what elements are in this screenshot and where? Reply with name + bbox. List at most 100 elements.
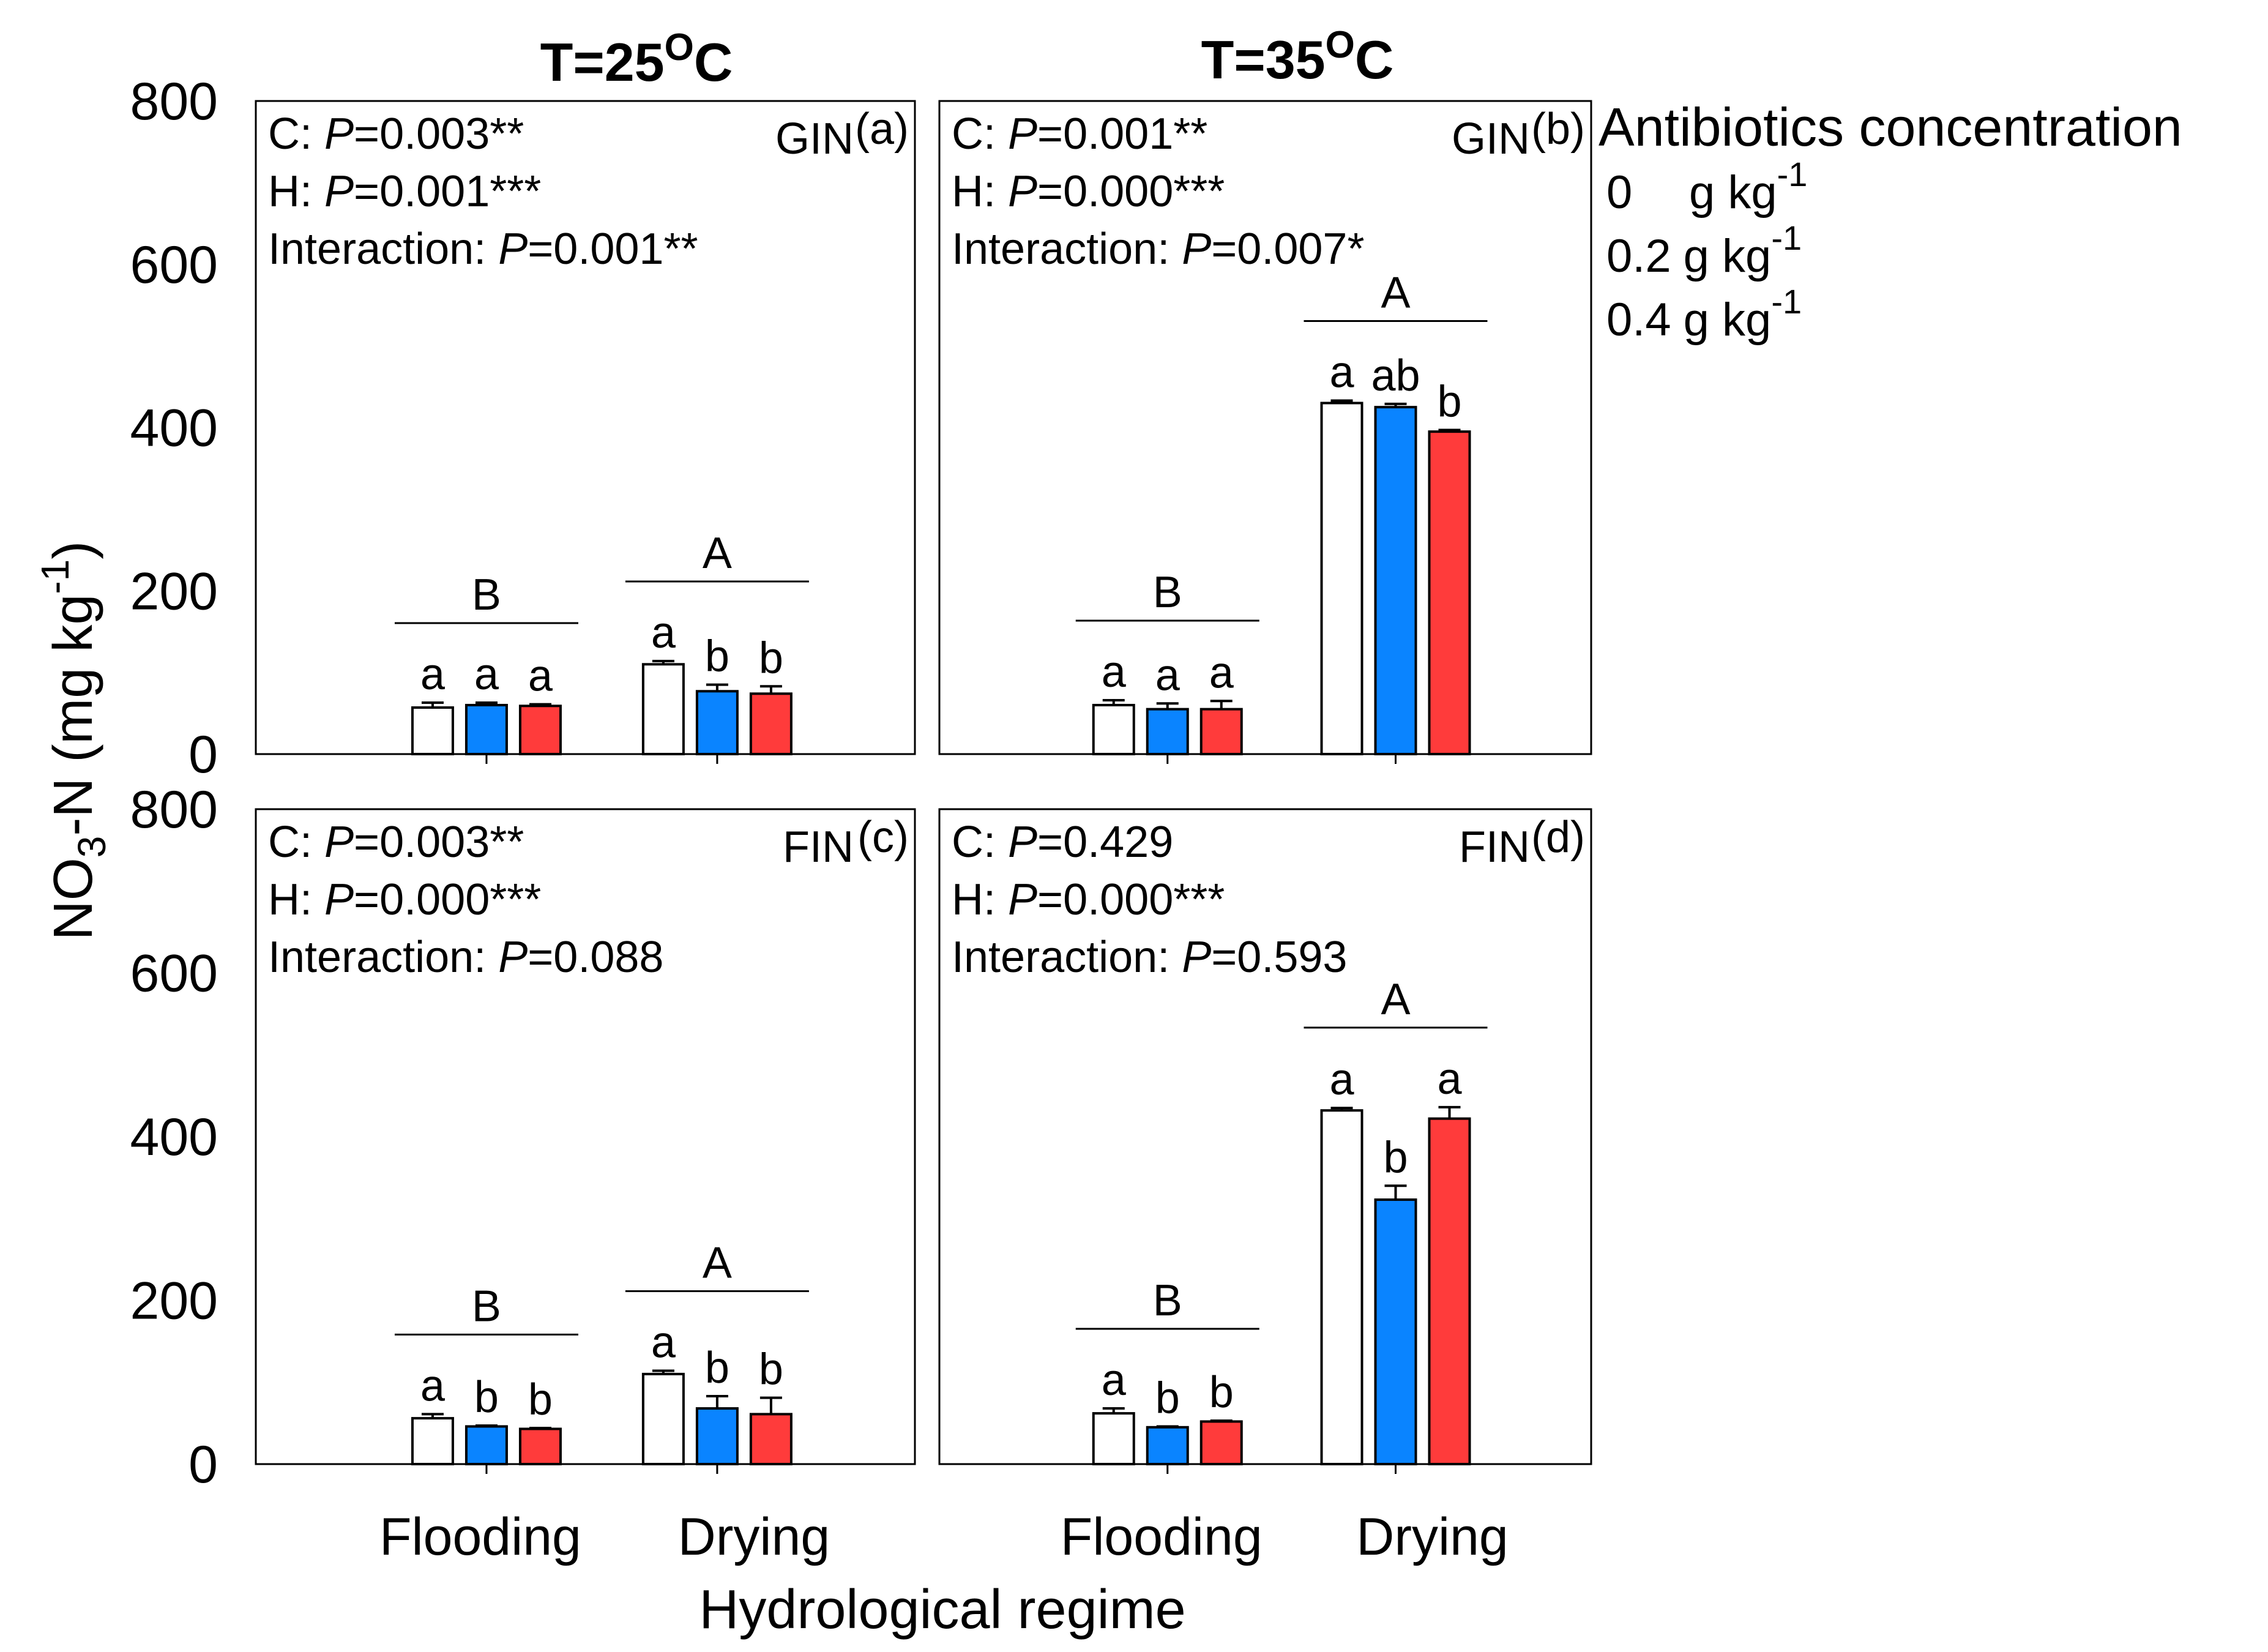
bar-flooding-0: [1092, 1412, 1135, 1465]
stat-line: C: P=0.003**: [268, 110, 524, 159]
plot-frame: [938, 100, 1592, 755]
bar-drying-0: [1320, 402, 1363, 755]
y-tick-label: 600: [130, 944, 218, 1003]
stat-line: C: P=0.003**: [268, 818, 524, 867]
sig-letter: b: [528, 1375, 553, 1424]
sig-letter: b: [1155, 1374, 1180, 1422]
sig-letter: b: [759, 1345, 783, 1394]
panel-b: C: P=0.001** H: P=0.000*** Interaction: P=…: [938, 100, 1592, 764]
bar-flooding-0: [1092, 703, 1135, 755]
sig-letter: a: [420, 650, 446, 699]
bar-flooding-0: [411, 1417, 454, 1466]
legend-item-2: 0.4 g kg-1: [1606, 282, 1802, 346]
legend-item-1: 0.2 g kg-1: [1606, 219, 1802, 282]
group-letter: B: [472, 570, 501, 619]
panel-tag: (a): [855, 105, 909, 154]
x-tick-label: Drying: [1356, 1508, 1509, 1566]
plot-frame: [255, 100, 916, 755]
stat-line: H: P=0.001***: [268, 167, 541, 216]
bar-flooding-1: [464, 1425, 508, 1466]
stat-line: Interaction: P=0.001**: [268, 225, 698, 274]
x-tick-label: Flooding: [379, 1508, 581, 1566]
stat-line: H: P=0.000***: [952, 875, 1225, 924]
y-axis-title: NO3-N (mg kg-1): [33, 541, 114, 941]
group-letter: B: [1153, 1276, 1182, 1325]
y-tick-label: 800: [130, 780, 218, 839]
group-letter: A: [703, 1239, 732, 1288]
y-tick-label: 200: [130, 1272, 218, 1331]
sig-letter: a: [651, 608, 676, 657]
sig-letter: a: [420, 1361, 446, 1410]
panel-label: FIN: [1459, 823, 1530, 872]
y-tick-label: 200: [130, 562, 218, 621]
panels: 0 200 400 600 800 C: P=0.003** H: P=0.001*** In…: [130, 72, 1592, 1566]
sig-letter: a: [651, 1318, 676, 1367]
sig-letter: a: [1329, 348, 1354, 397]
stat-line: H: P=0.000***: [952, 167, 1225, 216]
sig-letter: b: [1383, 1133, 1408, 1182]
bar-drying-2: [749, 692, 793, 755]
panel-tag: (c): [857, 813, 909, 862]
bar-drying-1: [1374, 1198, 1417, 1466]
group-letter: A: [1381, 975, 1410, 1024]
bar-flooding-1: [464, 703, 508, 755]
sig-letter: b: [759, 634, 783, 682]
bar-drying-2: [1428, 430, 1471, 755]
sig-letter: a: [528, 652, 553, 701]
bar-flooding-2: [518, 705, 562, 755]
bar-drying-2: [1428, 1117, 1471, 1465]
sig-letter: b: [1209, 1368, 1234, 1417]
sig-letter: a: [1102, 648, 1127, 697]
y-tick-label: 800: [130, 72, 218, 131]
x-tick-label: Drying: [678, 1508, 830, 1566]
stat-line: C: P=0.429: [952, 818, 1173, 867]
plot-frame: [938, 808, 1592, 1465]
y-tick-label: 400: [130, 1108, 218, 1167]
group-letter: B: [472, 1282, 501, 1331]
panel-c: 0 200 400 600 800 C: P=0.003** H: P=0.000*** In…: [130, 780, 916, 1566]
column-title-35: T=35OC: [1201, 24, 1394, 90]
sig-letter: b: [474, 1373, 499, 1422]
bar-flooding-1: [1146, 708, 1189, 756]
panel-tag: (b): [1531, 105, 1585, 154]
stat-line: Interaction: P=0.088: [268, 933, 663, 982]
stat-line: C: P=0.001**: [952, 110, 1207, 159]
panel-d: C: P=0.429 H: P=0.000*** Interaction: P=0.…: [938, 808, 1592, 1566]
panel-label: GIN: [1452, 114, 1530, 163]
sig-letter: ab: [1371, 351, 1420, 400]
bar-flooding-0: [411, 706, 454, 755]
bar-drying-0: [1320, 1109, 1363, 1465]
group-letter: A: [1381, 268, 1410, 317]
group-letter: A: [703, 529, 732, 578]
y-tick-label: 600: [130, 236, 218, 294]
bar-drying-2: [749, 1413, 793, 1466]
sig-letter: a: [474, 650, 499, 699]
bar-drying-1: [695, 690, 739, 756]
bar-drying-1: [1374, 406, 1417, 755]
panel-label: GIN: [775, 114, 854, 163]
y-tick-label: 400: [130, 399, 218, 458]
sig-letter: a: [1209, 648, 1234, 697]
panel-a: 0 200 400 600 800 C: P=0.003** H: P=0.001*** In…: [130, 72, 916, 784]
sig-letter: a: [1102, 1356, 1127, 1405]
stat-line: Interaction: P=0.593: [952, 933, 1347, 982]
stat-line: H: P=0.000***: [268, 875, 541, 924]
sig-letter: b: [1437, 378, 1461, 427]
legend-title: Antibiotics concentration: [1598, 97, 2182, 157]
plot-frame: [255, 808, 916, 1465]
group-letter: B: [1153, 568, 1182, 617]
x-axis-title: Hydrological regime: [699, 1579, 1185, 1640]
y-tick-label: 0: [188, 1435, 218, 1494]
y-tick-label: 0: [188, 725, 218, 784]
panel-label: FIN: [783, 823, 854, 872]
bar-drying-1: [695, 1407, 739, 1466]
bar-drying-0: [641, 663, 685, 755]
sig-letter: a: [1329, 1055, 1354, 1104]
x-tick-label: Flooding: [1061, 1508, 1263, 1566]
sig-letter: b: [705, 632, 729, 681]
bar-flooding-2: [1199, 1420, 1243, 1465]
sig-letter: a: [1437, 1055, 1462, 1104]
bar-drying-0: [641, 1372, 685, 1465]
